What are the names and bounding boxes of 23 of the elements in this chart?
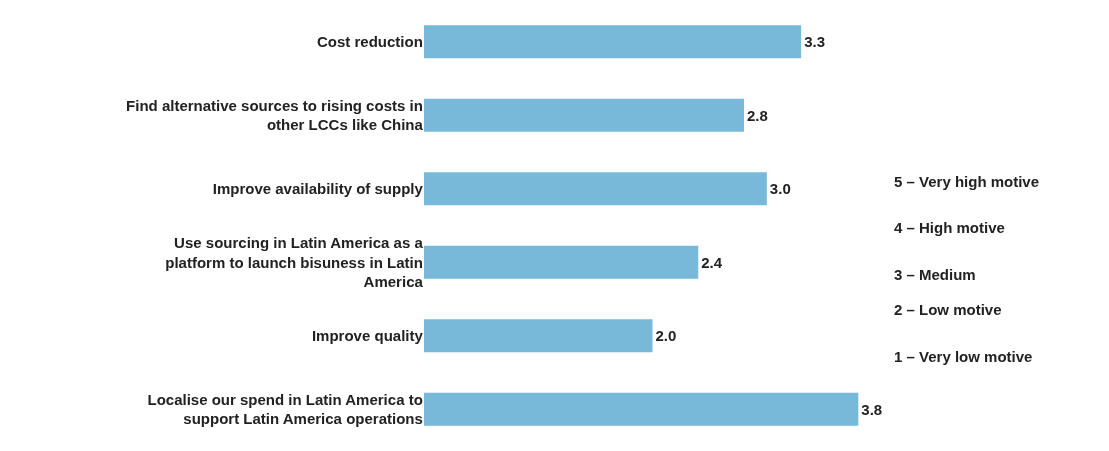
y-tick-label: Cost reduction (316, 33, 423, 50)
bar (423, 319, 653, 353)
text: 5 – Very high motive (894, 173, 1040, 190)
bar (423, 25, 802, 59)
y-tick-label: Find alternative sources to rising costs in other LCCs like China (126, 96, 424, 134)
bar (423, 172, 767, 206)
data-label: 2.8 (746, 106, 768, 124)
y-tick-label: Improve availability of supply (212, 180, 424, 197)
text: 1 – Very low motive (894, 348, 1033, 365)
text: 2 – Low motive (894, 301, 1002, 318)
data-label: 3.8 (861, 400, 883, 418)
data-label: 2.4 (701, 253, 723, 271)
bar (423, 245, 699, 279)
y-tick-label: Localise our spend in Latin America to support Latin America operations (147, 390, 423, 428)
text: 4 – High motive (894, 219, 1005, 236)
data-label: 2.0 (655, 327, 677, 345)
data-label: 3.0 (769, 180, 791, 198)
bar (423, 392, 859, 426)
bar (423, 98, 744, 132)
text: 3 – Medium (894, 266, 976, 283)
y-tick-label: Improve quality (311, 327, 424, 344)
data-label: 3.3 (804, 33, 826, 51)
y-tick-label: Use sourcing in Latin America as a platform to launch bisuness in Latin America (165, 234, 424, 290)
